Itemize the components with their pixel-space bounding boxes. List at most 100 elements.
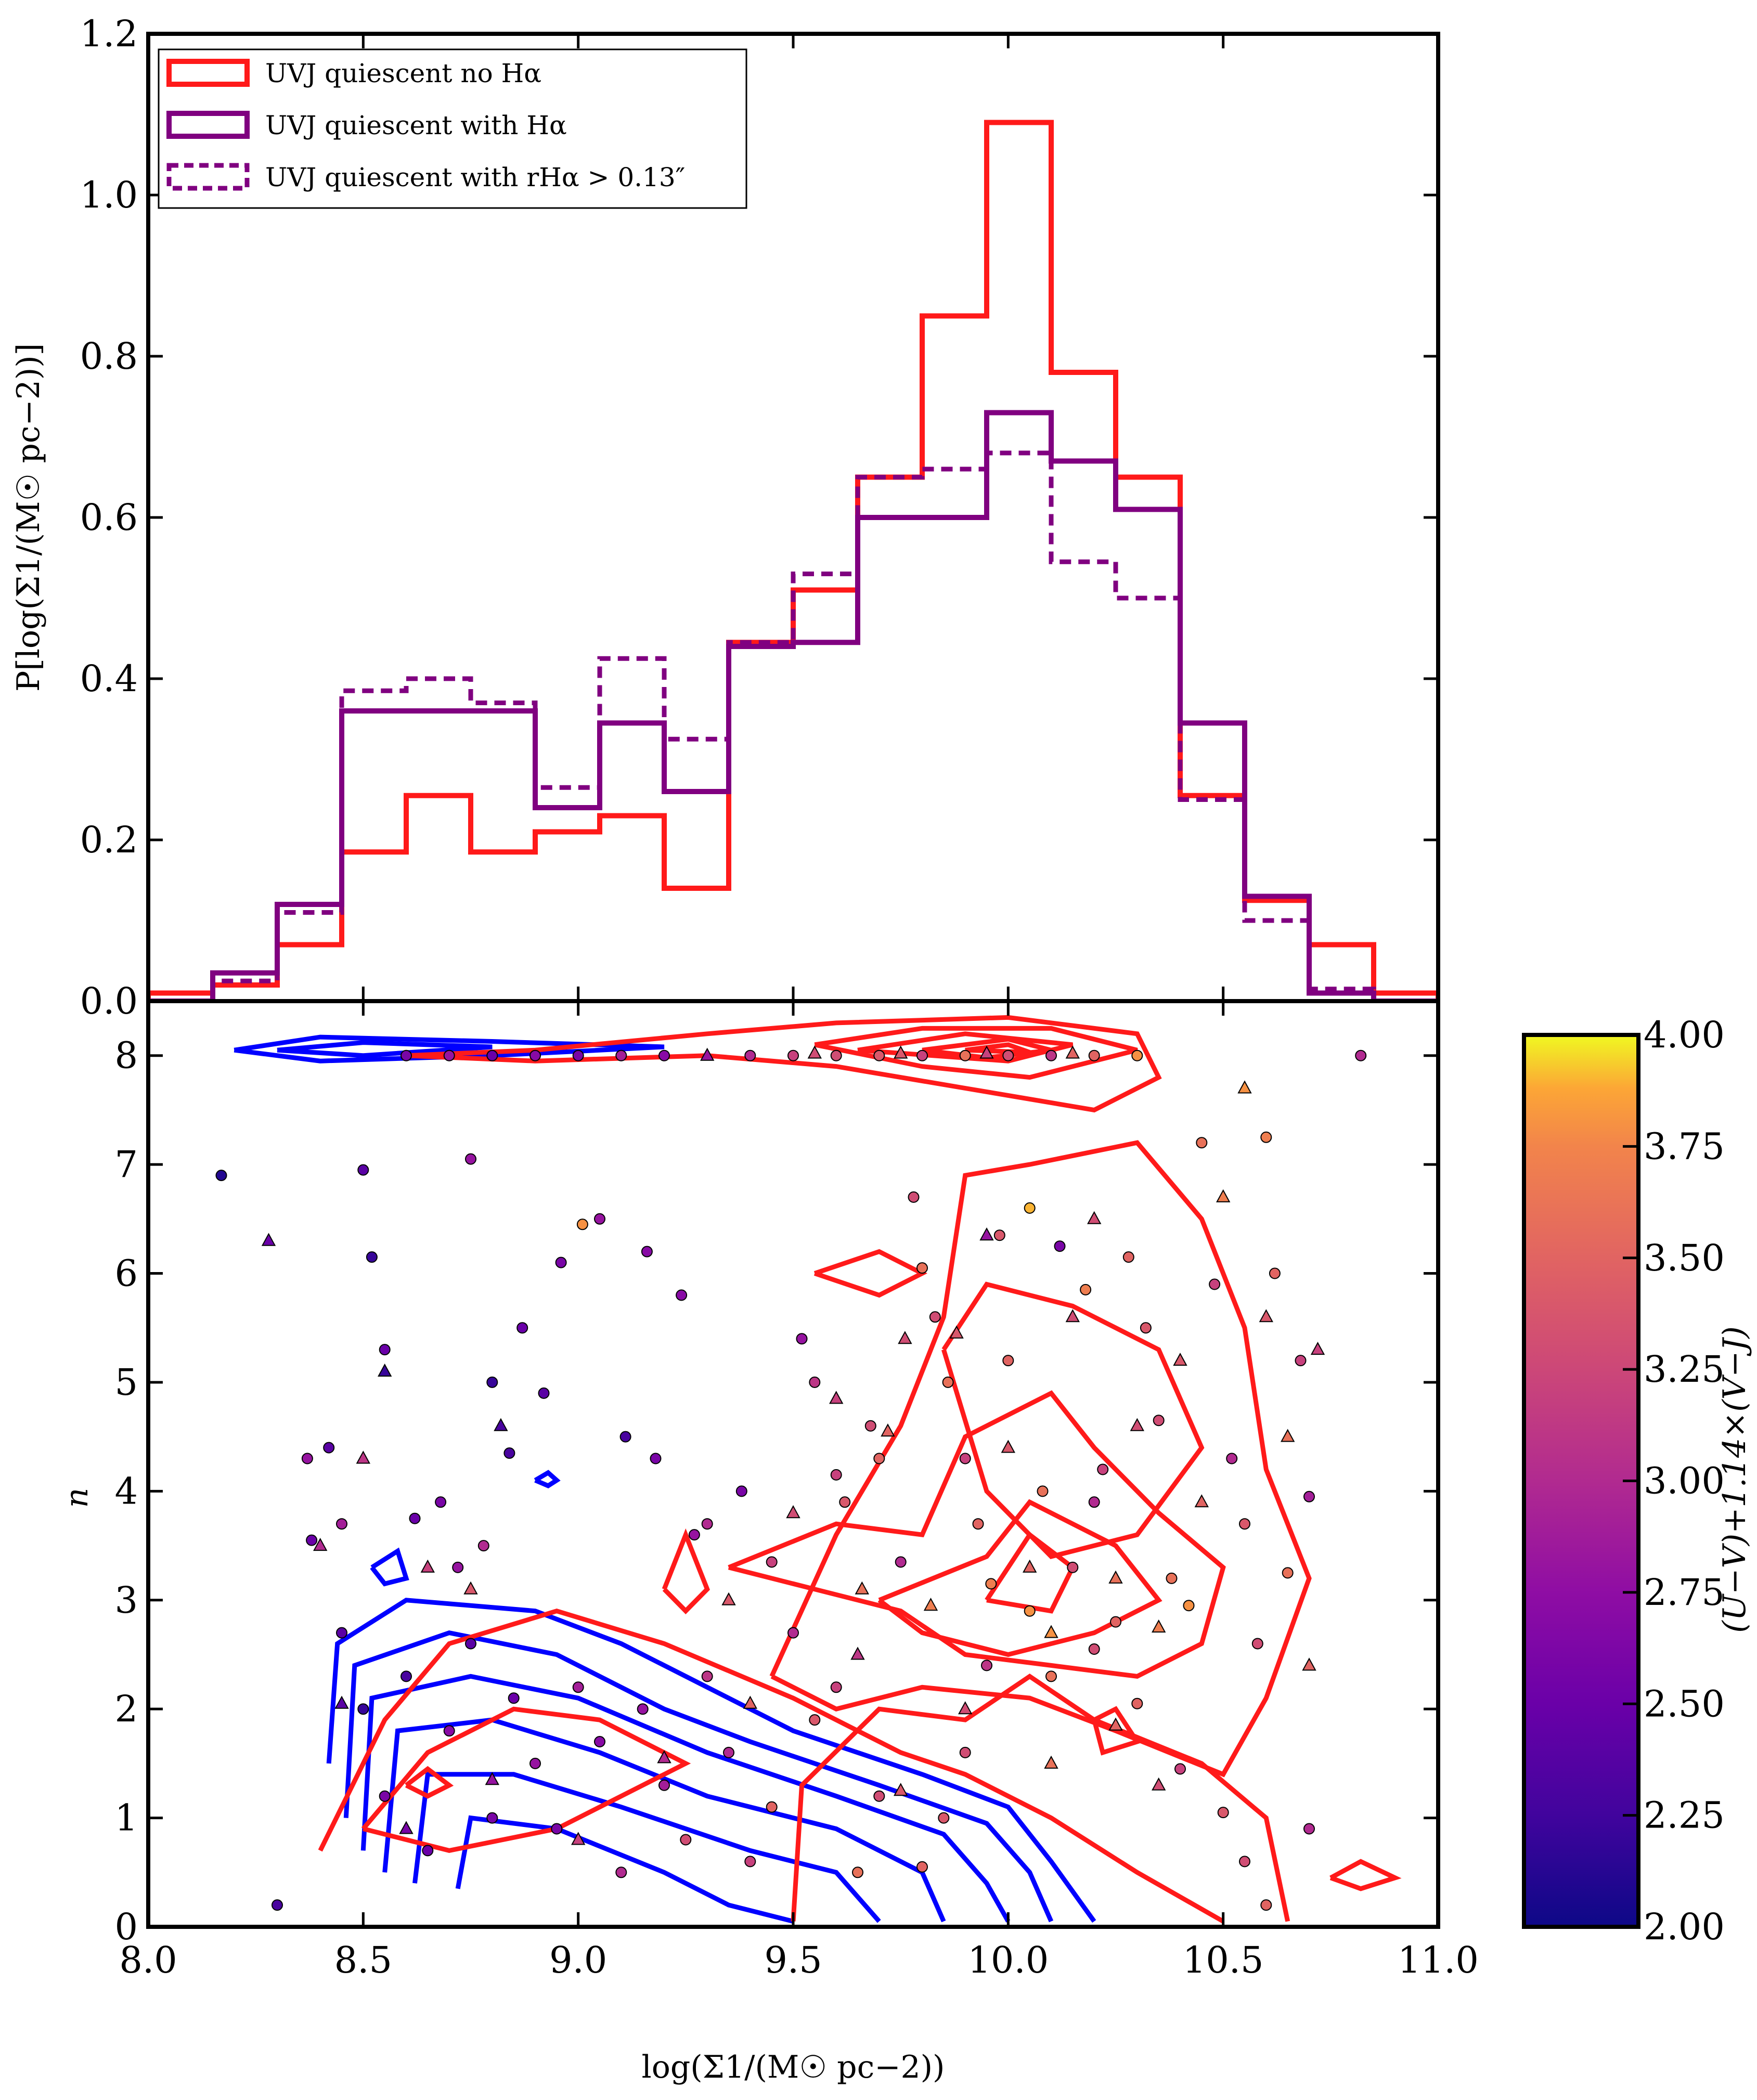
legend-label-3: UVJ quiescent with rHα > 0.13″	[265, 162, 685, 192]
scatter-point-triangle	[1044, 1625, 1058, 1638]
scatter-point-triangle	[571, 1832, 586, 1845]
scatter-point-circle	[1295, 1355, 1307, 1367]
scatter-point-circle	[323, 1442, 335, 1454]
scatter-point-circle	[1045, 1670, 1057, 1682]
scatter-point-circle	[1131, 1049, 1143, 1061]
scatter-point-circle	[1110, 1616, 1121, 1628]
scatter-point-triangle	[657, 1750, 671, 1764]
scatter-point-triangle	[1087, 1211, 1102, 1224]
top-y-tick-label: 1.0	[80, 174, 138, 216]
scatter-point-circle	[503, 1447, 515, 1459]
scatter-point-triangle	[1065, 1045, 1080, 1059]
scatter-point-circle	[830, 1681, 842, 1693]
legend-swatch-3	[166, 163, 250, 191]
scatter-point-circle	[272, 1899, 283, 1911]
contour-group	[234, 1015, 1402, 1924]
scatter-point-circle	[1282, 1567, 1294, 1579]
histogram-series-2	[148, 410, 1438, 1001]
scatter-point-triangle	[979, 1227, 994, 1241]
scatter-point-circle	[357, 1164, 369, 1176]
legend-label-2: UVJ quiescent with Hα	[265, 110, 567, 140]
colorbar-tick-label: 2.25	[1644, 1794, 1725, 1837]
scatter-point-circle	[572, 1681, 584, 1693]
scatter-point-triangle	[807, 1045, 822, 1059]
colorbar-tick-label: 2.50	[1644, 1682, 1725, 1725]
scatter-point-triangle	[1023, 1559, 1037, 1573]
colorbar-title: (U−V)+1.14×(V−J)	[1716, 1326, 1753, 1633]
scatter-point-circle	[676, 1289, 688, 1301]
scatter-point-triangle	[979, 1045, 994, 1059]
blue-contour-8	[277, 1040, 493, 1058]
scatter-point-circle	[873, 1049, 885, 1061]
blue-contour-4	[382, 1717, 946, 1923]
x-tick-label: 10.0	[967, 1939, 1049, 1981]
scatter-point-circle	[1088, 1496, 1100, 1508]
scatter-point-circle	[701, 1518, 713, 1530]
scatter-point-triangle	[378, 1363, 392, 1377]
blue-contour-10	[370, 1547, 409, 1587]
scatter-point-circle	[215, 1170, 227, 1182]
scatter-point-triangle	[721, 1592, 736, 1605]
red-contour-3	[405, 1766, 454, 1799]
scatter-point-circle	[959, 1453, 971, 1464]
scatter-point-triangle	[894, 1045, 908, 1059]
scatter-point-circle	[422, 1845, 434, 1857]
scatter-point-triangle	[1108, 1570, 1123, 1584]
blue-contour-7	[234, 1034, 665, 1064]
scatter-point-circle	[972, 1518, 984, 1530]
scatter-point-circle	[1037, 1485, 1049, 1497]
top-y-tick-label: 0.8	[80, 335, 138, 378]
scatter-point-circle	[1166, 1572, 1178, 1584]
scatter-point-circle	[379, 1790, 391, 1802]
scatter-point-circle	[409, 1512, 421, 1524]
scatter-point-circle	[1239, 1518, 1250, 1530]
scatter-point-triangle	[420, 1559, 435, 1573]
scatter-point-circle	[658, 1779, 670, 1791]
scatter-point-circle	[895, 1556, 907, 1568]
scatter-point-circle	[1269, 1267, 1281, 1279]
scatter-point-circle	[1054, 1240, 1066, 1252]
scatter-point-circle	[1209, 1278, 1221, 1290]
scatter-point-circle	[357, 1703, 369, 1715]
scatter-point-triangle	[743, 1695, 757, 1709]
scatter-point-triangle	[356, 1450, 370, 1464]
bottom-y-tick-label: 6	[114, 1252, 138, 1295]
scatter-point-circle	[615, 1049, 627, 1061]
scatter-point-circle	[1303, 1490, 1315, 1502]
bottom-y-ticks: 0 1 2 3 4 5 6 7 8	[114, 1034, 1438, 1948]
scatter-point-circle	[443, 1725, 455, 1737]
scatter-point-circle	[744, 1049, 756, 1061]
legend-swatch-2	[166, 111, 250, 139]
scatter-point-circle	[839, 1496, 851, 1508]
scatter-point-triangle	[700, 1047, 715, 1061]
scatter-point-circle	[508, 1692, 520, 1704]
scatter-point-circle	[1239, 1856, 1250, 1868]
scatter-point-circle	[830, 1049, 842, 1061]
scatter-point-circle	[809, 1376, 821, 1388]
bottom-y-tick-label: 0	[114, 1905, 138, 1948]
scatter-point-circle	[723, 1746, 734, 1758]
scatter-point-triangle	[850, 1647, 865, 1660]
scatter-point-circle	[1303, 1823, 1315, 1835]
scatter-point-triangle	[958, 1701, 973, 1715]
scatter-point-circle	[529, 1049, 541, 1061]
colorbar-tick-label: 4.00	[1644, 1014, 1725, 1056]
top-y-tick-label: 1.2	[80, 12, 138, 55]
colorbar-tick-label: 2.75	[1644, 1571, 1725, 1614]
scatter-point-triangle	[898, 1331, 912, 1344]
scatter-point-circle	[538, 1387, 550, 1399]
red-contour-17	[1329, 1859, 1402, 1891]
red-contour-5	[728, 1390, 1226, 1679]
scatter-point-circle	[680, 1834, 692, 1846]
legend-frame	[158, 48, 747, 209]
blue-contour-2	[343, 1630, 1054, 1923]
scatter-point-triangle	[1310, 1342, 1325, 1355]
scatter-point-circle	[366, 1251, 378, 1263]
scatter-point-triangle	[1065, 1309, 1080, 1323]
colorbar-tick-label: 3.50	[1644, 1237, 1725, 1279]
scatter-point-triangle	[1281, 1429, 1295, 1442]
scatter-point-circle	[465, 1153, 476, 1165]
scatter-point-circle	[809, 1714, 821, 1726]
scatter-point-circle	[1217, 1807, 1229, 1819]
blue-contour-1	[326, 1598, 1096, 1923]
